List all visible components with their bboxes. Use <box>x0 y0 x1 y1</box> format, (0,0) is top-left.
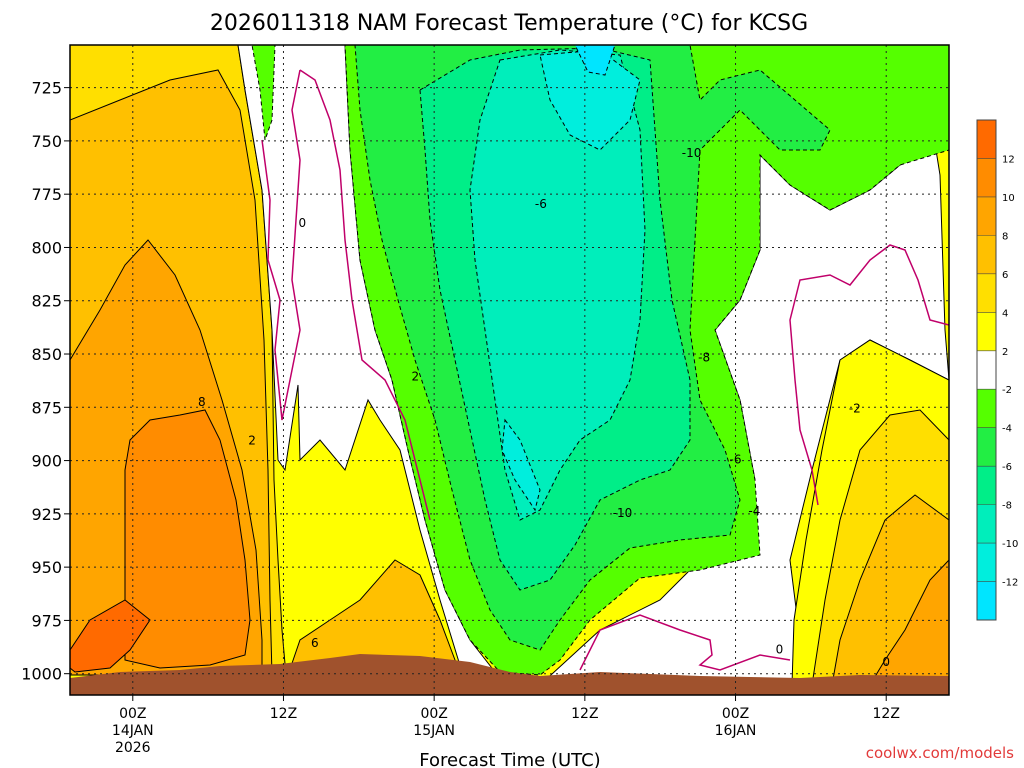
contour-label: 2 <box>248 434 256 448</box>
contour-label: 0 <box>298 216 306 230</box>
contour-label: 8 <box>198 395 206 409</box>
colorbar-frame <box>976 119 997 621</box>
y-tick-label: 825 <box>31 292 62 311</box>
colorbar-swatch <box>977 389 996 429</box>
contour-label: -10 <box>682 146 702 160</box>
colorbar-label: -4 <box>1002 424 1012 435</box>
colorbar-swatch <box>977 504 996 544</box>
colorbar-swatch <box>977 158 996 198</box>
grid-lines <box>70 45 949 695</box>
colorbar-label: 2 <box>1002 347 1008 358</box>
colorbar-swatch <box>977 273 996 313</box>
colorbar-label: 10 <box>1002 193 1015 204</box>
zero-isotherm-middle <box>299 69 431 521</box>
colorbar-label: -8 <box>1002 501 1012 512</box>
x-tick-year: 2026 <box>115 740 151 756</box>
x-tick-label: 00Z <box>119 706 146 722</box>
y-tick-label: 875 <box>31 398 62 417</box>
band-8-to-10-right <box>869 559 949 686</box>
y-tick-label: 950 <box>31 558 62 577</box>
y-tick-label: 725 <box>31 79 62 98</box>
colorbar-swatch <box>977 120 996 159</box>
x-tick-label: 12Z <box>873 706 900 722</box>
y-tick-label: 850 <box>31 345 62 364</box>
colorbar: 12 10 8 6 4 2 -2 -4 -6 -8 -10 -12 <box>976 119 1018 621</box>
y-tick-label: 775 <box>31 185 62 204</box>
x-tick-label: 12Z <box>270 706 297 722</box>
x-tick-label: 12Z <box>571 706 598 722</box>
credit-text: coolwx.com/models <box>866 744 1014 762</box>
contour-label: -6 <box>535 197 547 211</box>
colorbar-label: -12 <box>1002 578 1018 589</box>
band-minus12-to-minus10 <box>539 49 641 151</box>
colorbar-swatch <box>977 543 996 583</box>
x-axis-label: Forecast Time (UTC) <box>419 750 600 768</box>
band-above-12-left <box>70 599 151 673</box>
chart-title: 2026011318 NAM Forecast Temperature (°C)… <box>210 11 808 36</box>
colorbar-swatch <box>977 235 996 275</box>
colorbar-swatch <box>977 312 996 352</box>
band-minus10-to-minus8 <box>469 49 646 521</box>
contour-label: 0 <box>882 655 890 669</box>
x-tick-label: 00Z <box>420 706 447 722</box>
contour-label: -4 <box>1012 120 1024 134</box>
colorbar-label: 12 <box>1002 154 1015 165</box>
colorbar-swatch <box>977 350 996 390</box>
contour-label: -6 <box>730 453 742 467</box>
y-tick-label: 800 <box>31 238 62 257</box>
x-tick-date: 16JAN <box>715 723 757 739</box>
contour-label: -8 <box>698 350 710 364</box>
contour-label-bg <box>1006 120 1024 134</box>
colorbar-label: -2 <box>1002 385 1012 396</box>
y-tick-label: 925 <box>31 505 62 524</box>
colorbar-label: -10 <box>1002 539 1018 550</box>
band-minus2-to-2-upper <box>237 45 497 673</box>
contour-label: -2 <box>849 402 861 416</box>
y-tick-label: 750 <box>31 132 62 151</box>
y-tick-label: 1000 <box>21 665 62 684</box>
contour-label: 6 <box>311 636 319 650</box>
colorbar-swatch <box>977 581 996 621</box>
plot-frame <box>69 44 950 696</box>
colorbar-label: 6 <box>1002 270 1008 281</box>
contour-label: 0 <box>951 489 959 503</box>
colorbar-label: 4 <box>1002 308 1008 319</box>
zero-isotherm-left <box>261 69 301 421</box>
colorbar-label: -6 <box>1002 462 1012 473</box>
x-tick-date: 15JAN <box>413 723 455 739</box>
y-tick-label: 900 <box>31 452 62 471</box>
contour-label: 2 <box>412 370 420 384</box>
x-tick-label: 00Z <box>722 706 749 722</box>
contour-label: -10 <box>613 506 633 520</box>
colorbar-swatch <box>977 196 996 236</box>
contour-label: 0 <box>776 642 784 656</box>
y-axis: 725 750 775 800 825 850 875 900 925 950 975 1000 <box>21 79 70 684</box>
band-minus4-to-minus2-sliver <box>251 45 276 141</box>
zero-isotherm-right <box>789 244 949 506</box>
colorbar-swatch <box>977 466 996 506</box>
zero-isotherm-bottom <box>579 614 791 671</box>
y-tick-label: 975 <box>31 611 62 630</box>
band-minus12-to-minus10-lower <box>501 418 541 512</box>
band-10-to-12-left <box>124 409 251 669</box>
x-tick-date: 14JAN <box>112 723 154 739</box>
colorbar-label: 8 <box>1002 231 1008 242</box>
contour-label: -4 <box>748 504 760 518</box>
colorbar-swatch <box>977 427 996 467</box>
terrain-ground <box>70 654 949 695</box>
